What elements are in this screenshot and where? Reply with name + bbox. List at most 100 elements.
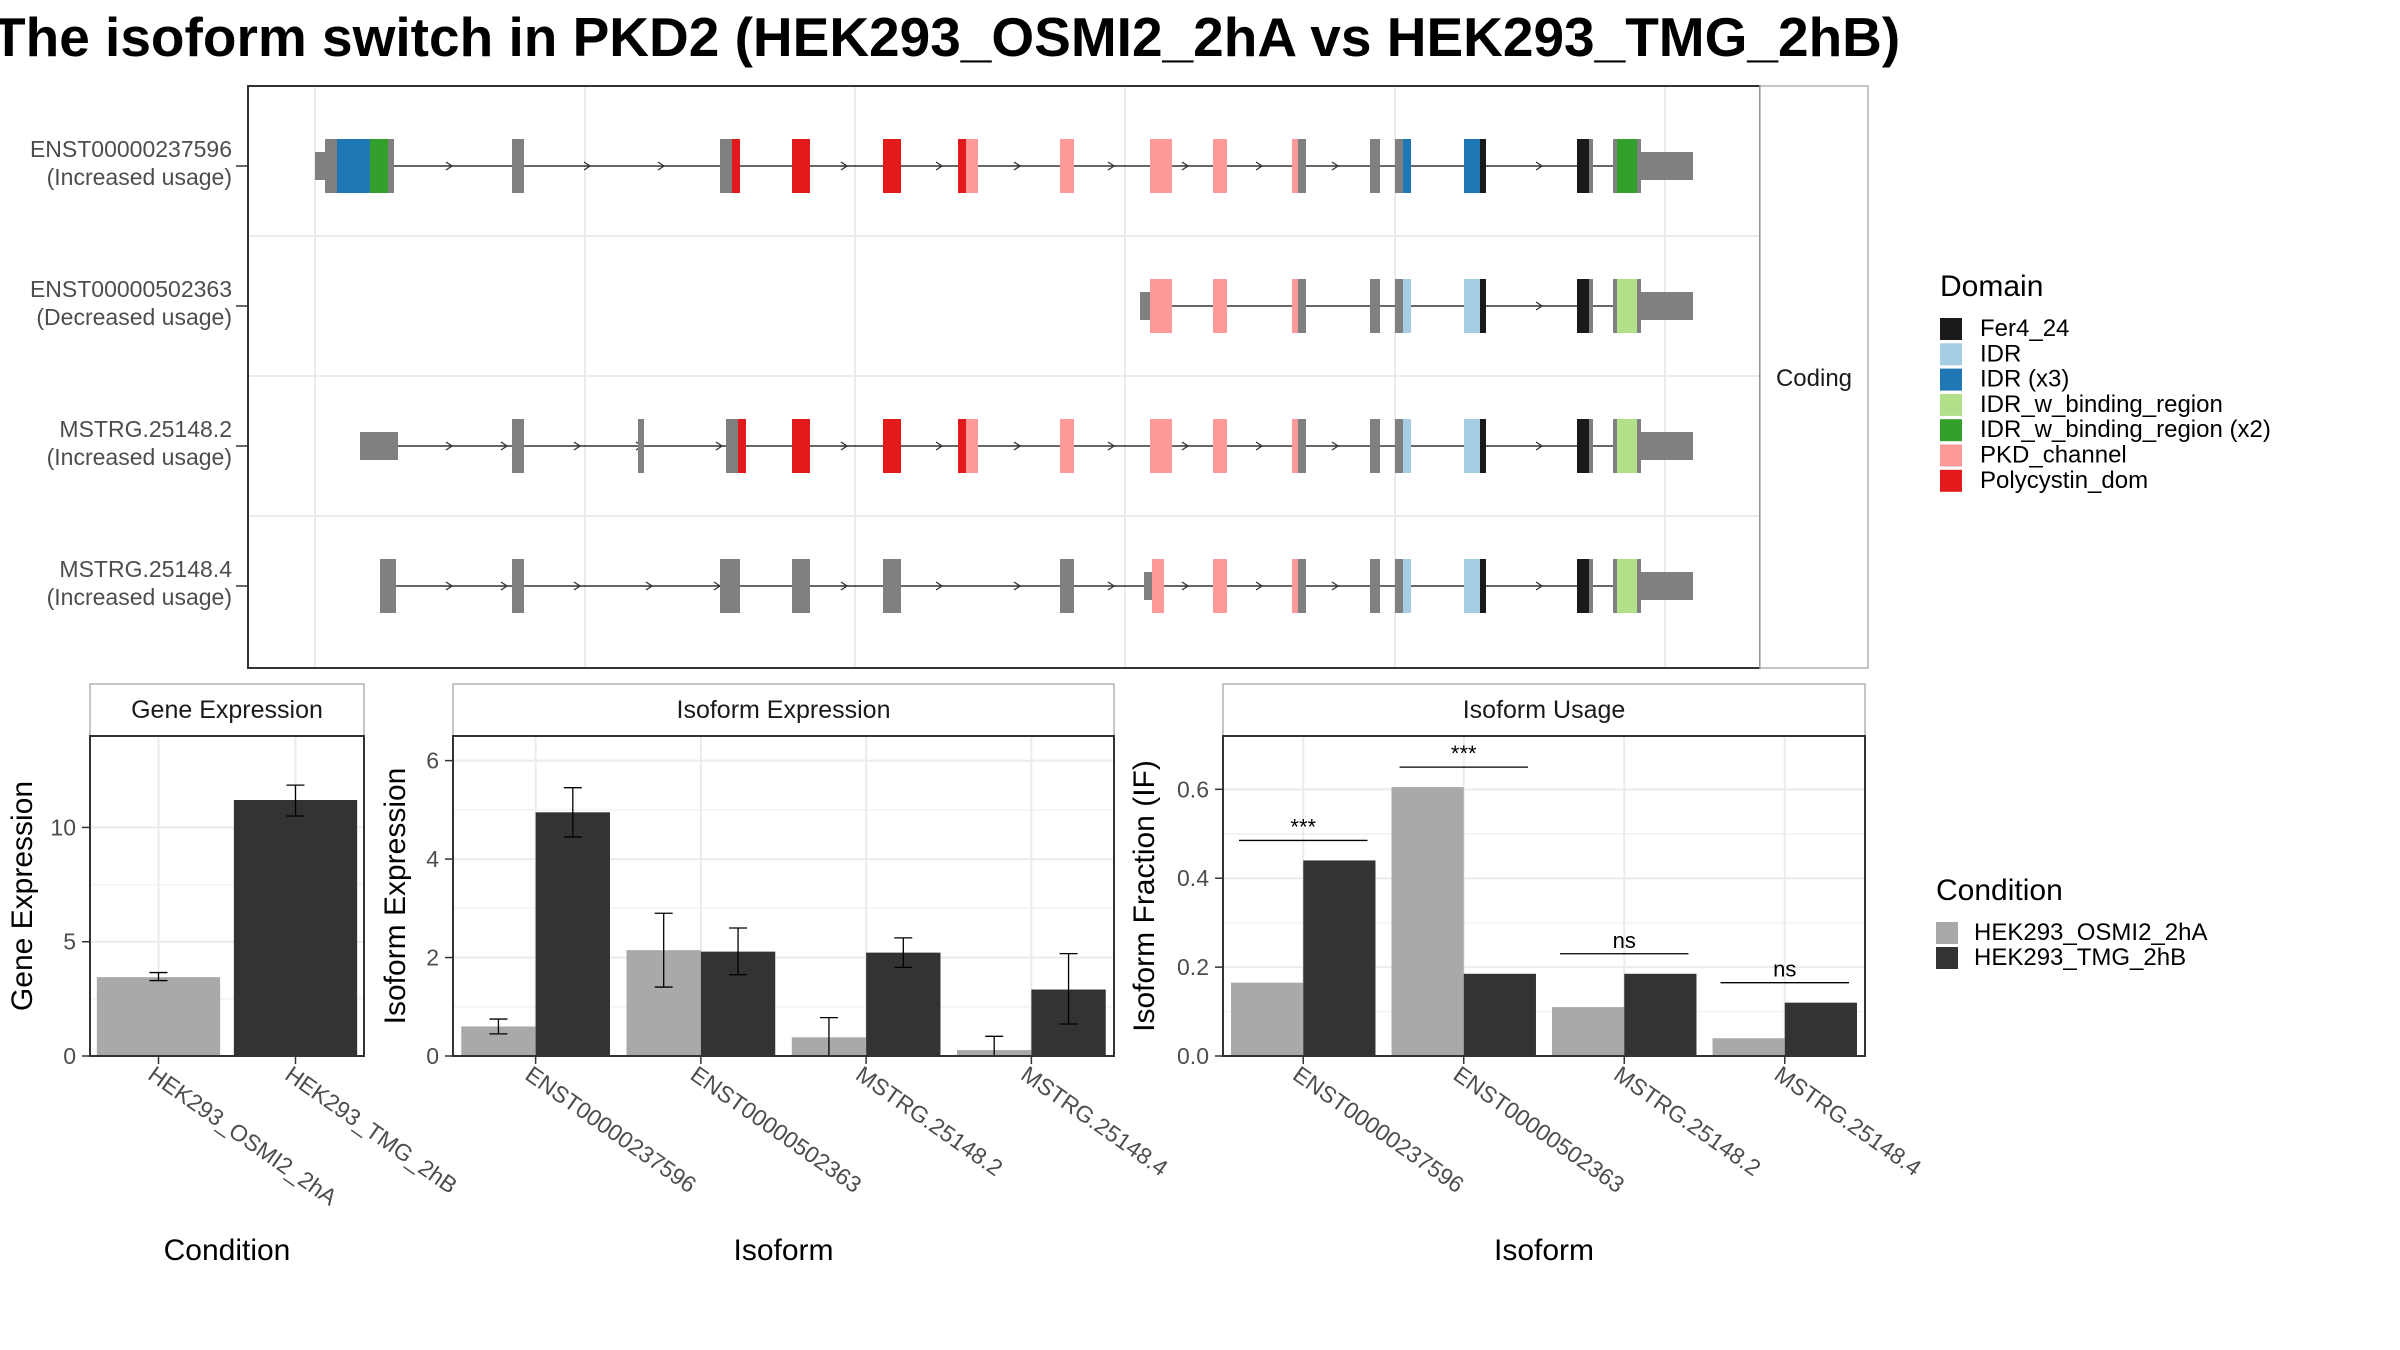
legend-key [1940, 368, 1962, 391]
domain-exon [966, 139, 978, 193]
domain-exon [1292, 279, 1298, 333]
legend-key [1940, 444, 1962, 467]
domain-exon [1617, 279, 1637, 333]
domain-exon [883, 139, 901, 193]
y-axis-title: Isoform Expression [379, 768, 412, 1025]
exon [1370, 559, 1380, 613]
facet-strip-label: Isoform Usage [1463, 696, 1626, 724]
facet-strip [1759, 85, 1869, 669]
legend-key [1940, 393, 1962, 416]
x-tick-label: ENST00000237596 [521, 1061, 701, 1198]
isoform-usage-panel: Isoform Usage 0.0 0.2 0.4 0.6 *** ENST00000237… [1128, 683, 1926, 1267]
domain-exon [1577, 279, 1589, 333]
legend-key [1940, 318, 1962, 340]
utr-exon [1641, 152, 1693, 180]
direction-arrow [935, 581, 944, 591]
legend-title: Condition [1936, 874, 2063, 907]
domain-exon [1150, 139, 1172, 193]
exon [638, 419, 644, 473]
exon [1395, 419, 1403, 473]
bar [96, 977, 221, 1056]
utr-exon [360, 432, 398, 460]
exon [792, 559, 810, 613]
domain-exon [792, 419, 810, 473]
legend-label: IDR [1980, 340, 2021, 367]
direction-arrow [445, 161, 454, 171]
domain-exon [1292, 419, 1298, 473]
exon [1637, 559, 1641, 613]
x-axis-title: Isoform [733, 1234, 833, 1267]
transcript-name: ENST00000237596 [30, 136, 232, 162]
facet-strip-label: Coding [1776, 365, 1852, 392]
direction-arrow [1331, 161, 1340, 171]
direction-arrow [1181, 161, 1190, 171]
exon [1298, 139, 1306, 193]
direction-arrow [573, 441, 582, 451]
domain-exon [1464, 559, 1480, 613]
bar [1784, 1002, 1857, 1056]
utr-exon [315, 152, 325, 180]
plot-border [1222, 735, 1866, 1057]
domain-exon [1617, 139, 1637, 193]
transcript-track [360, 419, 1693, 473]
direction-arrow [1013, 441, 1022, 451]
exon [726, 419, 738, 473]
exon [1298, 279, 1306, 333]
legend-label: IDR_w_binding_region [1980, 391, 2223, 418]
exon [512, 419, 524, 473]
legend-key [1940, 343, 1962, 366]
domain-exon [1213, 419, 1227, 473]
facet-strip-label: Isoform Expression [677, 696, 891, 724]
direction-arrow [445, 581, 454, 591]
direction-arrow [500, 441, 509, 451]
bar [1303, 860, 1376, 1056]
direction-arrow [1535, 581, 1544, 591]
x-tick-label: ENST00000502363 [686, 1061, 866, 1198]
legend-label: Polycystin_dom [1980, 467, 2148, 494]
direction-arrow [840, 441, 849, 451]
y-tick-label: 4 [426, 846, 439, 872]
exon [1395, 559, 1403, 613]
significance-label: *** [1290, 814, 1316, 839]
domain-exon [1403, 419, 1411, 473]
direction-arrow [573, 581, 582, 591]
legend-title: Domain [1940, 270, 2043, 303]
bar [1231, 982, 1304, 1056]
exon [512, 139, 524, 193]
direction-arrow [1107, 581, 1116, 591]
direction-arrow [1107, 441, 1116, 451]
domain-exon [1060, 139, 1074, 193]
y-tick-label: 2 [426, 945, 439, 971]
direction-arrow [1255, 161, 1264, 171]
transcript-usage: (Increased usage) [47, 164, 232, 190]
significance-label: ns [1773, 957, 1796, 982]
direction-arrow [715, 441, 724, 451]
x-tick-label: MSTRG.25148.4 [1770, 1061, 1926, 1181]
exon [1298, 559, 1306, 613]
legend-label: IDR_w_binding_region (x2) [1980, 416, 2271, 443]
utr-exon [1641, 572, 1693, 600]
transcript-name: MSTRG.25148.4 [59, 556, 232, 582]
domain-exon [883, 419, 901, 473]
y-tick-label: 0 [63, 1043, 76, 1069]
exon [1370, 419, 1380, 473]
y-tick-label: 0.4 [1177, 865, 1209, 891]
exon [1637, 279, 1641, 333]
transcript-usage: (Increased usage) [47, 444, 232, 470]
direction-arrow [657, 161, 666, 171]
bar [1463, 973, 1536, 1056]
legend-label: PKD_channel [1980, 442, 2127, 469]
direction-arrow [500, 581, 509, 591]
domain-exon [1577, 559, 1589, 613]
transcript-track [1140, 279, 1693, 333]
exon [720, 139, 732, 193]
exon [1395, 279, 1403, 333]
domain-exon [1464, 279, 1480, 333]
direction-arrow [1013, 581, 1022, 591]
direction-arrow [1331, 581, 1340, 591]
domain-exon [1403, 139, 1411, 193]
y-tick-label: 6 [426, 748, 439, 774]
